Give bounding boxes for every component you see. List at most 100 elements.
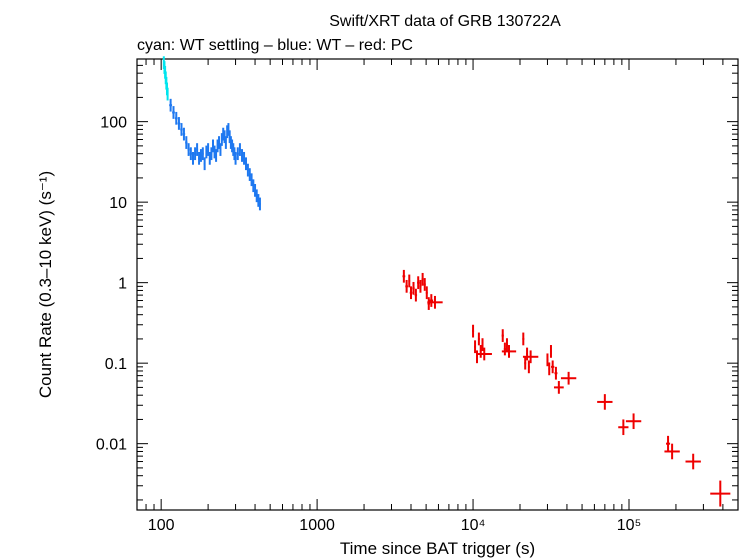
data-point (243, 151, 246, 165)
chart-title: Swift/XRT data of GRB 130722A (329, 13, 561, 30)
data-point (501, 329, 504, 342)
data-point (218, 136, 221, 149)
data-point (412, 281, 415, 295)
data-point (427, 295, 443, 309)
data-point (505, 338, 508, 351)
data-point (560, 371, 577, 385)
data-point (194, 147, 197, 161)
data-point (210, 147, 213, 161)
data-point (402, 269, 406, 283)
data-point (522, 332, 525, 346)
data-point (182, 127, 186, 141)
data-point (685, 453, 701, 470)
data-series (402, 269, 731, 507)
data-point (213, 145, 216, 159)
data-point (177, 117, 181, 130)
data-point (408, 274, 411, 288)
data-point (187, 143, 190, 156)
data-point (551, 360, 555, 374)
data-point (236, 147, 239, 161)
data-point (169, 98, 173, 112)
data-point (224, 136, 227, 149)
x-axis-label: Time since BAT trigger (s) (340, 539, 535, 558)
data-point (234, 151, 237, 165)
data-point (618, 419, 629, 436)
data-series (169, 98, 261, 211)
data-point (211, 139, 214, 153)
data-point (166, 87, 169, 101)
data-point (257, 194, 260, 207)
data-point (481, 338, 484, 351)
data-point (198, 151, 201, 165)
data-point (409, 286, 413, 300)
data-point (524, 356, 527, 370)
data-point (248, 168, 251, 181)
axis-ticks: 100 1000 10⁴ 10⁵ 0.01 0.1 1 10 100 (96, 58, 739, 534)
data-point (429, 294, 434, 307)
data-point (425, 286, 428, 300)
data-point (250, 173, 253, 187)
data-point (414, 288, 418, 302)
data-point (479, 345, 482, 358)
data-point (527, 360, 530, 374)
data-point (185, 136, 188, 149)
data-point (664, 443, 680, 460)
data-point (710, 480, 731, 507)
data-point (421, 272, 424, 286)
data-points (162, 56, 731, 507)
data-point (472, 324, 475, 338)
data-point (475, 350, 478, 364)
data-point (405, 279, 408, 293)
data-point (503, 342, 506, 356)
y-tick-label: 0.1 (105, 356, 127, 373)
data-point (522, 350, 539, 364)
x-tick-label: 1000 (299, 517, 335, 534)
data-point (666, 435, 671, 452)
data-point (189, 147, 192, 161)
data-point (238, 143, 241, 156)
data-point (172, 106, 175, 119)
data-point (196, 143, 199, 156)
data-point (254, 184, 257, 197)
chart-subtitle: cyan: WT settling – blue: WT – red: PC (137, 37, 413, 54)
data-point (258, 197, 261, 211)
data-point (207, 143, 210, 156)
data-point (255, 189, 258, 203)
data-point (199, 149, 202, 162)
data-point (246, 163, 249, 177)
plot-frame (136, 58, 739, 511)
data-point (477, 332, 480, 346)
data-point (625, 413, 642, 430)
x-tick-label: 10⁴ (461, 517, 486, 534)
y-axis-label: Count Rate (0.3–10 keV) (s⁻¹) (36, 171, 55, 398)
data-point (241, 149, 244, 162)
y-tick-label: 0.01 (96, 437, 127, 454)
data-point (417, 276, 420, 290)
data-point (419, 279, 422, 293)
data-point (180, 123, 183, 136)
y-tick-label: 1 (118, 276, 127, 293)
data-point (597, 394, 613, 410)
data-series (162, 56, 169, 101)
data-point (201, 147, 204, 161)
data-point (215, 149, 218, 162)
x-tick-label: 100 (148, 517, 175, 534)
data-point (549, 345, 552, 358)
data-point (427, 297, 431, 310)
y-tick-label: 100 (100, 115, 127, 132)
data-point (554, 366, 558, 380)
data-point (203, 157, 206, 171)
y-tick-label: 10 (109, 195, 127, 212)
data-point (208, 151, 211, 165)
data-point (191, 151, 195, 165)
data-point (205, 145, 208, 159)
x-tick-label: 10⁵ (617, 517, 641, 534)
data-point (227, 123, 230, 136)
data-point (174, 111, 178, 125)
data-point (553, 381, 564, 394)
data-point (423, 278, 426, 291)
data-point (526, 347, 529, 361)
data-point (474, 340, 477, 354)
data-point (219, 143, 222, 156)
